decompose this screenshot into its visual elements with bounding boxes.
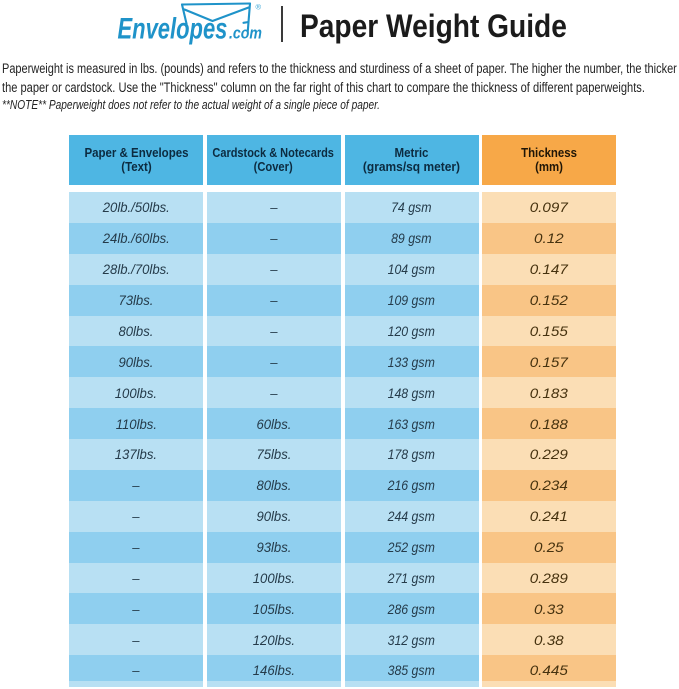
svg-text:®: ® bbox=[256, 2, 262, 11]
svg-text:Envelopes: Envelopes bbox=[118, 11, 228, 45]
svg-text:.com: .com bbox=[229, 24, 262, 42]
